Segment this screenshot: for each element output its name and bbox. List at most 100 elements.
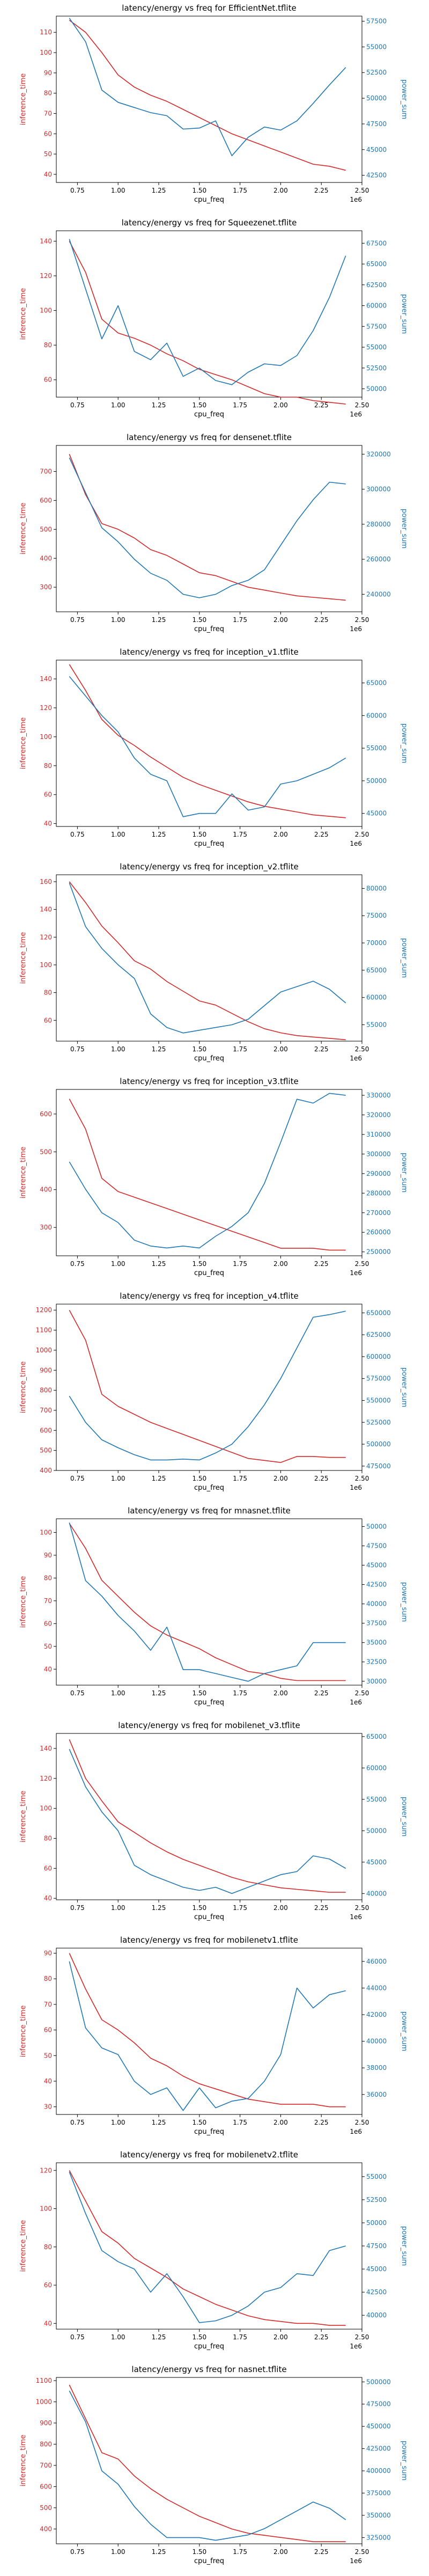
x-tick-label: 1.75 — [233, 401, 247, 409]
plot-frame — [56, 2377, 363, 2544]
x-tick-label: 2.50 — [355, 2333, 369, 2341]
left-y-tick-label: 120 — [40, 1775, 52, 1782]
x-tick-label: 2.50 — [355, 1260, 369, 1268]
left-y-tick-label: 80 — [44, 2243, 52, 2251]
plot-frame — [56, 2162, 363, 2330]
x-tick-label: 2.00 — [273, 1904, 288, 1912]
left-y-tick-label: 60 — [44, 130, 52, 137]
right-y-tick-label: 65000 — [366, 260, 387, 268]
x-tick-label: 1.50 — [192, 1260, 206, 1268]
power-sum-line — [69, 1748, 346, 1894]
right-y-tick-label: 375000 — [366, 2490, 391, 2497]
left-y-tick-label: 80 — [44, 1574, 52, 1582]
x-axis-label: cpu_freq — [194, 840, 224, 848]
left-y-tick-label: 120 — [40, 933, 52, 941]
x-tick-label: 1.75 — [233, 2333, 247, 2341]
left-y-tick-label: 60 — [44, 2026, 52, 2034]
left-y-tick-label: 40 — [44, 820, 52, 828]
chart-panel: latency/energy vs freq for Squeezenet.tf… — [19, 218, 408, 419]
x-tick-label: 2.25 — [314, 831, 329, 838]
right-y-axis-label: power_sum — [400, 509, 408, 548]
x-tick-label: 1.50 — [192, 401, 206, 409]
right-y-axis-label: power_sum — [400, 2011, 408, 2051]
right-y-tick-label: 260000 — [366, 1228, 391, 1236]
right-y-tick-label: 475000 — [366, 2401, 391, 2408]
right-y-tick-label: 55000 — [366, 43, 387, 50]
x-tick-label: 2.00 — [273, 2548, 288, 2556]
right-y-tick-label: 55000 — [366, 744, 387, 752]
x-tick-label: 2.00 — [273, 187, 288, 194]
x-tick-label: 1.75 — [233, 2119, 247, 2126]
left-y-tick-label: 1000 — [35, 2398, 52, 2405]
left-y-tick-label: 40 — [44, 171, 52, 178]
right-y-tick-label: 35000 — [366, 1639, 387, 1646]
left-y-tick-label: 700 — [40, 1407, 52, 1414]
inference-time-line — [69, 19, 346, 171]
chart-title: latency/energy vs freq for EfficientNet.… — [122, 3, 296, 13]
x-axis-exponent: 1e6 — [350, 1055, 362, 1062]
right-y-tick-label: 42500 — [366, 2288, 387, 2296]
right-y-tick-label: 47500 — [366, 1542, 387, 1549]
left-y-tick-label: 500 — [40, 1148, 52, 1155]
x-tick-label: 2.50 — [355, 1689, 369, 1697]
inference-time-line — [69, 1309, 346, 1463]
x-axis-label: cpu_freq — [194, 625, 224, 633]
right-y-tick-label: 330000 — [366, 1092, 391, 1099]
left-y-tick-label: 100 — [40, 1805, 52, 1812]
left-y-tick-label: 1000 — [35, 1346, 52, 1354]
left-y-tick-label: 60 — [44, 376, 52, 384]
x-tick-label: 2.50 — [355, 1904, 369, 1912]
left-y-tick-label: 900 — [40, 1366, 52, 1374]
left-y-tick-label: 1100 — [35, 2377, 52, 2384]
right-y-tick-label: 300000 — [366, 486, 391, 493]
x-tick-label: 1.50 — [192, 1689, 206, 1697]
x-tick-label: 2.50 — [355, 187, 369, 194]
x-tick-label: 1.25 — [152, 2333, 166, 2341]
right-y-axis-label: power_sum — [400, 2441, 408, 2480]
chart-panel: latency/energy vs freq for mobilenetv1.t… — [19, 1935, 408, 2136]
left-y-tick-label: 40 — [44, 1894, 52, 1902]
chart-title: latency/energy vs freq for mnasnet.tflit… — [128, 1506, 291, 1516]
x-tick-label: 1.75 — [233, 831, 247, 838]
x-axis-label: cpu_freq — [194, 1913, 224, 1921]
x-tick-label: 2.00 — [273, 1475, 288, 1482]
left-y-tick-label: 80 — [44, 1975, 52, 1982]
right-y-tick-label: 45000 — [366, 1562, 387, 1569]
left-y-tick-label: 100 — [40, 1528, 52, 1536]
left-y-tick-label: 700 — [40, 468, 52, 475]
chart-panel: latency/energy vs freq for densenet.tfli… — [19, 433, 408, 633]
x-tick-label: 1.25 — [152, 187, 166, 194]
x-tick-label: 2.25 — [314, 2333, 329, 2341]
left-y-tick-label: 100 — [40, 2205, 52, 2213]
x-tick-label: 1.00 — [111, 1689, 125, 1697]
inference-time-line — [69, 881, 346, 1041]
right-y-tick-label: 32500 — [366, 1658, 387, 1666]
x-tick-label: 1.25 — [152, 1045, 166, 1053]
chart-title: latency/energy vs freq for nasnet.tflite — [131, 2365, 286, 2374]
chart-title: latency/energy vs freq for densenet.tfli… — [127, 433, 292, 442]
right-y-tick-label: 45000 — [366, 2265, 387, 2273]
power-sum-line — [69, 457, 346, 598]
right-y-tick-label: 320000 — [366, 1111, 391, 1118]
x-tick-label: 0.75 — [70, 187, 85, 194]
right-y-tick-label: 550000 — [366, 1396, 391, 1404]
right-y-axis-label: power_sum — [400, 1367, 408, 1407]
x-tick-label: 2.25 — [314, 616, 329, 624]
right-y-tick-label: 57500 — [366, 323, 387, 330]
right-y-tick-label: 50000 — [366, 1523, 387, 1530]
x-tick-label: 2.00 — [273, 831, 288, 838]
x-tick-label: 2.25 — [314, 187, 329, 194]
plot-frame — [56, 1304, 363, 1471]
x-axis-exponent: 1e6 — [350, 411, 362, 418]
plot-frame — [56, 445, 363, 612]
right-y-tick-label: 55000 — [366, 2173, 387, 2180]
right-y-tick-label: 300000 — [366, 1150, 391, 1158]
right-y-tick-label: 36000 — [366, 2091, 387, 2098]
left-y-axis-label: inference_time — [19, 932, 27, 984]
right-y-tick-label: 52500 — [366, 364, 387, 372]
left-y-tick-label: 80 — [44, 90, 52, 97]
x-tick-label: 2.25 — [314, 401, 329, 409]
power-sum-line — [69, 239, 346, 385]
right-y-tick-label: 50000 — [366, 777, 387, 785]
x-tick-label: 1.25 — [152, 1260, 166, 1268]
